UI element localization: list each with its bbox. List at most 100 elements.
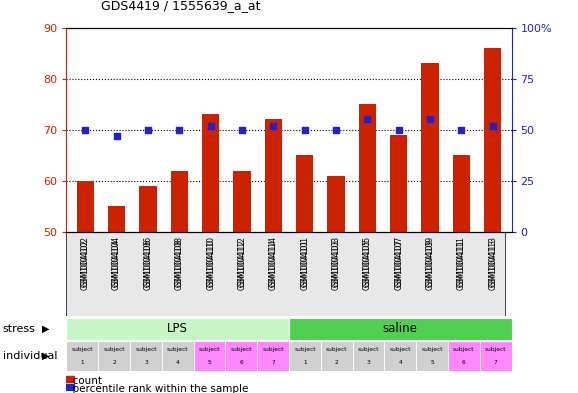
Bar — [390, 135, 407, 232]
Text: GSM1004101: GSM1004101 — [300, 239, 309, 290]
Text: GSM1004107: GSM1004107 — [394, 236, 403, 287]
Text: GSM1004104: GSM1004104 — [112, 236, 121, 287]
Point — [112, 133, 121, 139]
Bar — [416, 341, 448, 371]
Text: 3: 3 — [366, 360, 370, 365]
Bar — [194, 341, 225, 371]
Text: GSM1004104: GSM1004104 — [112, 239, 121, 290]
Text: subject: subject — [231, 347, 252, 352]
Text: 5: 5 — [430, 360, 434, 365]
Bar — [384, 341, 416, 371]
Text: GSM1004107: GSM1004107 — [394, 239, 403, 290]
Bar — [66, 376, 74, 382]
Text: subject: subject — [199, 347, 220, 352]
Bar — [66, 341, 98, 371]
Bar — [480, 341, 512, 371]
Text: 2: 2 — [112, 360, 116, 365]
Bar — [327, 176, 344, 232]
Bar — [289, 341, 321, 371]
Text: percentile rank within the sample: percentile rank within the sample — [66, 384, 249, 393]
Text: subject: subject — [485, 347, 506, 352]
Text: GSM1004103: GSM1004103 — [332, 239, 340, 290]
Bar — [353, 341, 384, 371]
Text: LPS: LPS — [167, 322, 188, 335]
Point — [363, 116, 372, 123]
Bar — [202, 114, 219, 232]
Point — [143, 127, 153, 133]
Bar — [234, 171, 251, 232]
Bar — [139, 186, 157, 232]
Bar — [225, 341, 257, 371]
Bar — [257, 341, 289, 371]
Text: 4: 4 — [398, 360, 402, 365]
Text: count: count — [66, 376, 102, 386]
Bar — [66, 318, 289, 340]
Text: 1: 1 — [80, 360, 84, 365]
Text: subject: subject — [72, 347, 93, 352]
Bar — [289, 318, 512, 340]
Text: GSM1004114: GSM1004114 — [269, 236, 278, 287]
Bar — [66, 384, 74, 390]
Text: GSM1004106: GSM1004106 — [143, 236, 153, 287]
Text: subject: subject — [103, 347, 125, 352]
Text: 4: 4 — [176, 360, 180, 365]
Bar — [162, 341, 194, 371]
Point — [394, 127, 403, 133]
Text: GSM1004112: GSM1004112 — [238, 236, 246, 287]
Text: GSM1004106: GSM1004106 — [143, 239, 153, 290]
Text: GSM1004110: GSM1004110 — [206, 239, 215, 290]
Text: subject: subject — [453, 347, 475, 352]
Text: 6: 6 — [239, 360, 243, 365]
Text: GDS4419 / 1555639_a_at: GDS4419 / 1555639_a_at — [101, 0, 261, 12]
Text: subject: subject — [358, 347, 379, 352]
Point — [269, 123, 278, 129]
Text: subject: subject — [167, 347, 188, 352]
Text: GSM1004113: GSM1004113 — [488, 239, 497, 290]
Text: subject: subject — [421, 347, 443, 352]
Point — [457, 127, 466, 133]
Text: individual: individual — [3, 351, 57, 361]
Text: ▶: ▶ — [42, 324, 49, 334]
Point — [206, 123, 215, 129]
Point — [175, 127, 184, 133]
Bar — [130, 341, 162, 371]
Text: GSM1004112: GSM1004112 — [238, 239, 246, 290]
Point — [238, 127, 247, 133]
Text: GSM1004109: GSM1004109 — [425, 239, 435, 290]
Text: GSM1004111: GSM1004111 — [457, 236, 466, 287]
Text: subject: subject — [262, 347, 284, 352]
Bar — [484, 48, 501, 232]
Text: subject: subject — [135, 347, 157, 352]
Text: subject: subject — [326, 347, 347, 352]
Text: GSM1004101: GSM1004101 — [300, 236, 309, 287]
Text: GSM1004102: GSM1004102 — [81, 236, 90, 287]
Point — [300, 127, 309, 133]
Text: 7: 7 — [271, 360, 275, 365]
Text: GSM1004113: GSM1004113 — [488, 236, 497, 287]
Text: stress: stress — [3, 324, 36, 334]
Text: 5: 5 — [208, 360, 212, 365]
Bar — [171, 171, 188, 232]
Text: 7: 7 — [494, 360, 498, 365]
Text: GSM1004114: GSM1004114 — [269, 239, 278, 290]
Text: GSM1004108: GSM1004108 — [175, 239, 184, 290]
Text: 2: 2 — [335, 360, 339, 365]
Bar — [265, 119, 282, 232]
Text: subject: subject — [294, 347, 316, 352]
Bar — [108, 206, 125, 232]
Bar — [453, 155, 470, 232]
Bar — [98, 341, 130, 371]
Text: saline: saline — [383, 322, 418, 335]
Text: GSM1004110: GSM1004110 — [206, 236, 215, 287]
Bar — [296, 155, 313, 232]
Bar — [321, 341, 353, 371]
Bar — [448, 341, 480, 371]
Point — [81, 127, 90, 133]
Text: GSM1004103: GSM1004103 — [332, 236, 340, 287]
Point — [331, 127, 340, 133]
Text: GSM1004105: GSM1004105 — [363, 236, 372, 287]
Text: GSM1004111: GSM1004111 — [457, 239, 466, 290]
Text: GSM1004102: GSM1004102 — [81, 239, 90, 290]
Text: 3: 3 — [144, 360, 148, 365]
Bar — [77, 181, 94, 232]
